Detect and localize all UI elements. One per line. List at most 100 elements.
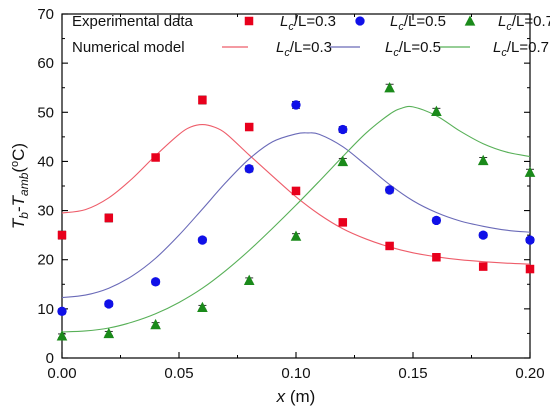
data-point-0.5 — [431, 215, 442, 226]
data-point-0.7 — [290, 230, 302, 241]
data-points — [56, 82, 536, 341]
data-point-0.7 — [103, 327, 115, 339]
marker-square — [291, 186, 301, 196]
marker-circle — [478, 230, 488, 240]
x-tick-label: 0.05 — [164, 365, 193, 382]
marker-triangle — [243, 274, 255, 286]
data-point-0.5 — [384, 185, 395, 195]
data-point-0.5 — [104, 299, 114, 309]
data-point-0.5 — [338, 124, 348, 135]
data-point-0.3 — [525, 264, 535, 274]
marker-triangle — [337, 155, 349, 167]
marker-triangle — [103, 327, 115, 339]
marker-circle — [104, 299, 114, 309]
plot-frame — [61, 13, 531, 359]
marker-square — [198, 95, 207, 105]
legend-marker-0.7 — [464, 15, 476, 26]
marker-triangle — [197, 301, 208, 313]
data-point-0.3 — [198, 95, 207, 105]
marker-circle — [57, 306, 67, 316]
marker-square — [244, 122, 254, 132]
data-point-0.3 — [291, 186, 301, 196]
data-point-0.3 — [244, 122, 254, 132]
data-point-0.7 — [524, 166, 536, 177]
data-point-0.3 — [432, 253, 441, 262]
model-curves — [61, 105, 531, 333]
y-tick-label: 50 — [37, 104, 54, 121]
marker-square — [385, 241, 394, 251]
data-point-0.7 — [243, 274, 255, 286]
x-tick-label: 0.15 — [398, 365, 427, 382]
x-tick-label: 0.10 — [281, 365, 310, 382]
x-axis-title: x (m) — [276, 387, 316, 406]
data-point-0.5 — [197, 235, 208, 245]
y-tick-label: 20 — [37, 252, 54, 269]
data-point-0.7 — [150, 318, 161, 330]
data-point-0.7 — [56, 330, 68, 341]
marker-circle — [197, 235, 208, 245]
y-tick-label: 30 — [37, 203, 54, 220]
legend-label-0.7: Lc/L=0.7 — [498, 13, 550, 33]
model-line-0.5 — [61, 132, 531, 299]
legend-marker-0.3 — [244, 16, 254, 26]
y-tick-label: 10 — [37, 301, 54, 318]
axis-titles: x (m) Tb-Tamb(oC) — [9, 143, 315, 406]
data-point-0.3 — [385, 241, 394, 251]
marker-square — [525, 264, 535, 274]
data-point-0.7 — [477, 154, 489, 166]
data-point-0.7 — [384, 82, 395, 93]
data-point-0.3 — [104, 213, 114, 223]
legend-label-0.5: Lc/L=0.5 — [390, 13, 446, 33]
marker-circle — [291, 100, 301, 110]
marker-triangle — [290, 230, 302, 241]
axes: 0.00 0.05 0.10 0.15 0.20 0 10 20 30 40 50 60 70 — [37, 6, 544, 382]
legend: Experimental data Numerical model Lc/L=0.3… — [72, 13, 550, 59]
data-point-0.7 — [337, 155, 349, 167]
data-point-0.5 — [57, 306, 67, 316]
data-point-0.7 — [197, 301, 208, 313]
marker-square — [57, 230, 67, 240]
legend-model-label-0.5: Lc/L=0.5 — [385, 39, 441, 59]
marker-circle — [338, 124, 348, 135]
marker-square — [432, 253, 441, 262]
marker-triangle — [524, 166, 536, 177]
marker-circle — [150, 277, 161, 287]
marker-circle — [525, 235, 535, 245]
data-point-0.3 — [151, 153, 160, 162]
marker-square — [338, 218, 348, 227]
marker-triangle — [150, 318, 161, 330]
legend-model-label-0.7: Lc/L=0.7 — [493, 39, 549, 59]
marker-square — [478, 262, 488, 271]
data-point-0.5 — [291, 100, 301, 110]
y-tick-label: 70 — [37, 6, 54, 23]
marker-triangle — [384, 82, 395, 93]
model-line-0.3 — [61, 124, 531, 265]
data-point-0.5 — [244, 164, 254, 174]
marker-circle — [244, 164, 254, 174]
x-tick-label: 0.20 — [515, 365, 544, 382]
data-point-0.5 — [478, 230, 488, 240]
y-tick-label: 60 — [37, 55, 54, 72]
y-tick-label: 40 — [37, 153, 54, 170]
data-point-0.3 — [478, 262, 488, 271]
legend-experimental-title: Experimental data — [72, 13, 194, 30]
legend-model-label-0.3: Lc/L=0.3 — [276, 39, 332, 59]
data-point-0.5 — [150, 277, 161, 287]
marker-square — [151, 153, 160, 162]
data-point-0.3 — [57, 230, 67, 240]
data-point-0.3 — [338, 218, 348, 227]
marker-triangle — [477, 154, 489, 166]
marker-circle — [384, 185, 395, 195]
marker-triangle — [431, 105, 442, 116]
x-tick-label: 0.00 — [47, 365, 76, 382]
marker-triangle — [56, 330, 68, 341]
legend-marker-0.5 — [355, 16, 365, 26]
marker-square — [104, 213, 114, 223]
y-tick-label: 0 — [46, 350, 54, 367]
model-line-0.7 — [61, 105, 531, 333]
data-point-0.7 — [431, 105, 442, 116]
y-axis-title: Tb-Tamb(oC) — [9, 143, 31, 229]
data-point-0.5 — [525, 235, 535, 245]
legend-label-0.3: Lc/L=0.3 — [280, 13, 336, 33]
